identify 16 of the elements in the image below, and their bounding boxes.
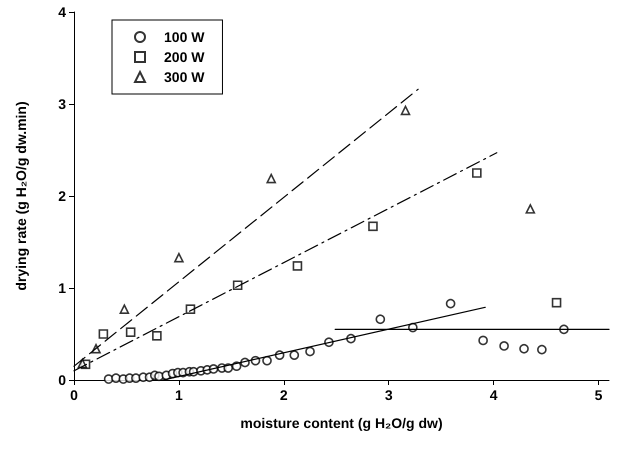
y-tick-label: 3 xyxy=(58,96,66,112)
y-tick-label: 4 xyxy=(58,4,66,20)
legend-label: 100 W xyxy=(164,29,206,45)
x-axis-title: moisture content (g H₂O/g dw) xyxy=(240,415,443,431)
y-axis-title: drying rate (g H₂O/g dw.min) xyxy=(13,101,29,291)
x-tick-label: 0 xyxy=(70,387,78,403)
x-tick-label: 4 xyxy=(490,387,498,403)
x-tick-label: 1 xyxy=(175,387,184,403)
legend-label: 300 W xyxy=(164,69,206,85)
x-tick-label: 3 xyxy=(384,387,393,403)
y-tick-label: 1 xyxy=(58,280,66,296)
legend-label: 200 W xyxy=(164,49,206,65)
y-tick-label: 2 xyxy=(58,188,66,204)
y-tick-label: 0 xyxy=(58,372,66,388)
x-tick-label: 5 xyxy=(594,387,603,403)
x-tick-label: 2 xyxy=(280,387,288,403)
